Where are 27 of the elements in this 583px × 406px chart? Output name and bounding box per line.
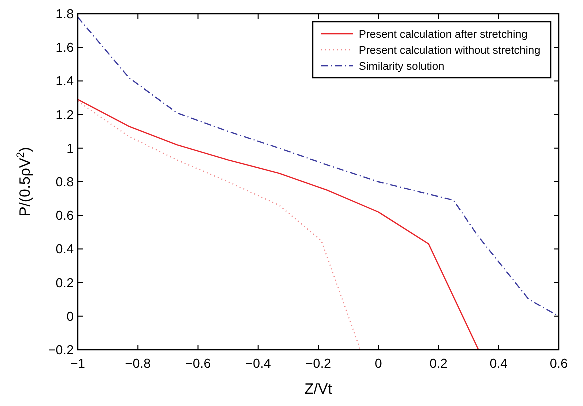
- x-tick-label: 0.2: [430, 356, 448, 371]
- x-tick-label: 0: [375, 356, 382, 371]
- x-tick-label: −0.2: [306, 356, 332, 371]
- y-tick-label: 1.8: [56, 6, 74, 22]
- x-tick-label: 0.4: [490, 356, 508, 371]
- legend-label: Present calculation without stretching: [359, 45, 541, 57]
- line-series: [78, 99, 480, 350]
- y-tick-label: 1: [66, 140, 74, 156]
- line-series: [78, 100, 362, 350]
- x-axis-title: Z/Vt: [304, 381, 334, 398]
- x-tick-label: −0.6: [185, 356, 212, 371]
- y-tick-label: 1.6: [56, 40, 74, 56]
- y-tick-label: −0.2: [48, 342, 74, 358]
- x-tick-label: −1: [70, 356, 86, 371]
- y-tick-label: 0.6: [56, 208, 74, 224]
- y-tick-label: 0.8: [56, 174, 74, 190]
- y-tick-label: 1.4: [56, 74, 74, 89]
- y-tick-label: 0.4: [56, 242, 74, 257]
- y-tick-label: 0: [66, 308, 74, 324]
- legend-label: Present calculation after stretching: [359, 29, 528, 41]
- x-tick-label: 0.6: [550, 356, 568, 371]
- x-tick-label: −0.8: [125, 356, 151, 371]
- x-tick-label: −0.4: [246, 356, 272, 371]
- y-tick-label: 1.2: [56, 107, 74, 122]
- y-tick-label: 0.2: [56, 275, 74, 290]
- legend-label: Similarity solution: [359, 61, 445, 73]
- line-series: [78, 16, 559, 317]
